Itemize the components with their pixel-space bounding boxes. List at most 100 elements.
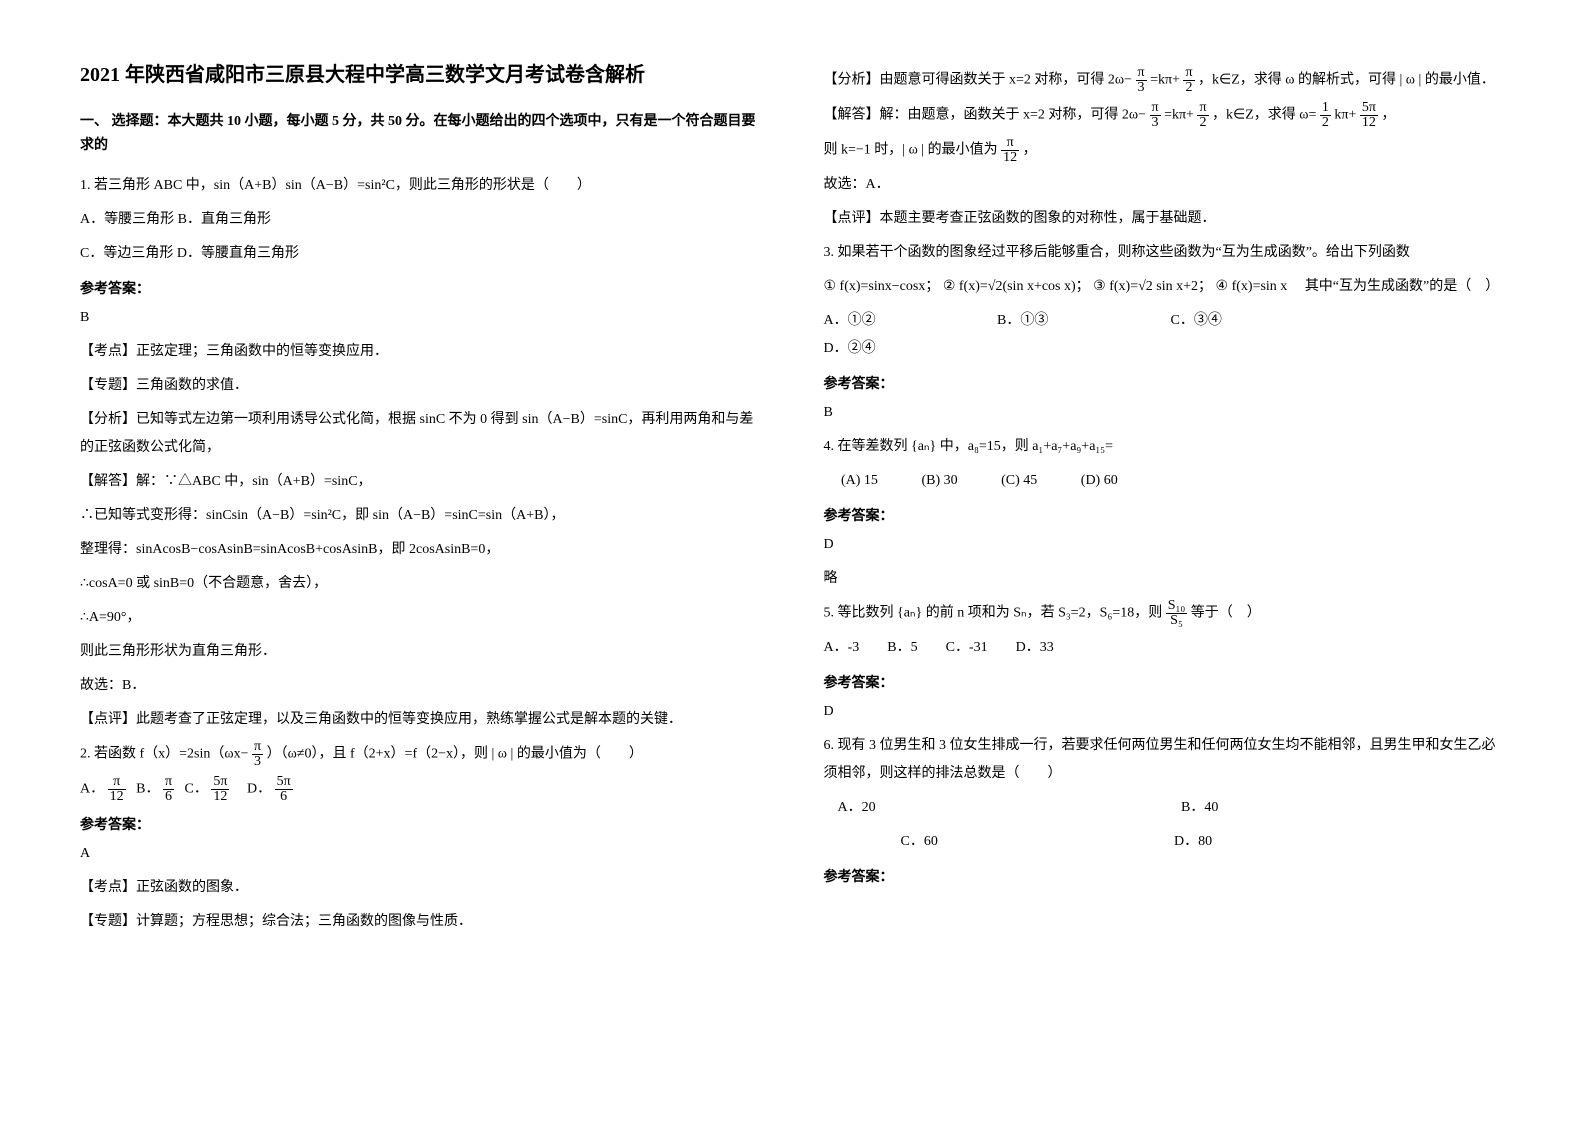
frac-den: 2 [1183,81,1194,95]
q4-opt-b: (B) 30 [921,467,957,495]
frac-num: π [1136,66,1147,81]
q3-f4: ④ f(x)=sin x [1216,279,1288,294]
frac-num: 5π [1360,101,1378,116]
q4-opts: (A) 15 (B) 30 (C) 45 (D) 60 [824,467,1508,495]
q2-l5a: 则 k=−1 时，| ω | 的最小值为 [824,143,998,158]
frac-den: 2 [1197,116,1208,130]
q2-stem-a: 2. 若函数 f（x）=2sin（ωx− [80,746,249,761]
q2-opt-b-frac: π 6 [163,775,174,804]
q2-l4d: kπ+ [1334,108,1356,123]
q3-tail: 其中“互为生成函数”的是（ ） [1305,279,1499,294]
q2-l6: 故选：A． [824,171,1508,199]
q2-opt-a-label: A． [80,781,104,796]
q1-opt-b: B．直角三角形 [178,212,271,227]
q1-ans-label: 参考答案： [80,278,764,298]
q2-opt-a-frac: π 12 [108,775,126,804]
q1-l4: 【解答】解：∵△ABC 中，sin（A+B）=sinC， [80,468,764,496]
q2-ans-label: 参考答案： [80,814,764,834]
frac-num: π [163,775,174,790]
q2-l4e: ， [1381,108,1395,123]
frac-num: π [1150,101,1161,116]
q2-opt-b-label: B． [136,781,159,796]
q5-stem: 5. 等比数列 {aₙ} 的前 n 项和为 Sₙ，若 S₃=2，S₆=18，则 … [824,599,1508,628]
q2-f1: π 3 [1136,66,1147,95]
q4-ans-label: 参考答案： [824,505,1508,525]
q4-opt-a: (A) 15 [841,467,878,495]
q1-l7: ∴cosA=0 或 sinB=0（不合题意，舍去）， [80,570,764,598]
q3-f3: ③ f(x)=√2 sin x+2 [1093,279,1198,294]
frac-num: π [252,740,263,755]
q5-ans: D [824,698,1508,726]
q2-opt-c-label: C． [185,781,208,796]
q3-ans: B [824,399,1508,427]
q1-opts-cd: C．等边三角形 D．等腰直角三角形 [80,240,764,268]
q5-stem-b: 等于（ ） [1191,606,1261,621]
q1-stem: 1. 若三角形 ABC 中，sin（A+B）sin（A−B）=sin²C，则此三… [80,172,764,200]
q2-l2: 【专题】计算题；方程思想；综合法；三角函数的图像与性质． [80,908,764,936]
q1-l5: ∴已知等式变形得：sinCsin（A−B）=sin²C，即 sin（A−B）=s… [80,502,764,530]
q2-l5: 则 k=−1 时，| ω | 的最小值为 π 12 ， [824,136,1508,165]
q1-opt-a: A．等腰三角形 [80,212,174,227]
q2-l4a: 【解答】解：由题意，函数关于 x=2 对称，可得 2ω− [824,108,1147,123]
q4-opt-d: (D) 60 [1081,467,1118,495]
q2-l7: 【点评】本题主要考查正弦函数的图象的对称性，属于基础题． [824,205,1508,233]
q1-l3: 【分析】已知等式左边第一项利用诱导公式化简，根据 sinC 不为 0 得到 si… [80,406,764,462]
q1-l9: 则此三角形形状为直角三角形． [80,638,764,666]
q1-ans: B [80,304,764,332]
frac-den: 3 [1136,81,1147,95]
q5-ans-label: 参考答案： [824,672,1508,692]
q2-l3: 【分析】由题意可得函数关于 x=2 对称，可得 2ω− π 3 =kπ+ π 2… [824,66,1508,95]
frac-den: 3 [252,755,263,769]
q2-l4: 【解答】解：由题意，函数关于 x=2 对称，可得 2ω− π 3 =kπ+ π … [824,101,1508,130]
q1-l2: 【专题】三角函数的求值． [80,372,764,400]
frac-den: 12 [108,790,126,804]
q2-f6: 5π 12 [1360,101,1378,130]
q3-f1: ① f(x)=sinx−cosx [824,279,926,294]
q2-opt-d-label: D． [247,781,271,796]
q3-funcs: ① f(x)=sinx−cosx； ② f(x)=√2(sin x+cos x)… [824,273,1508,301]
q6-opts-ab: A．20 B．40 [824,794,1508,822]
q2-f3: π 3 [1150,101,1161,130]
q5-frac: S₁₀ S₅ [1166,599,1188,628]
q3-ans-label: 参考答案： [824,373,1508,393]
frac-num: 5π [211,775,229,790]
q4-omit: 略 [824,565,1508,593]
q3-f2: ② f(x)=√2(sin x+cos x) [943,279,1076,294]
q2-f7: π 12 [1001,136,1019,165]
q2-frac-pi3: π 3 [252,740,263,769]
frac-num: π [108,775,126,790]
q6-opt-d: D．80 [1174,834,1212,849]
q2-l3c: ，k∈Z，求得 ω 的解析式，可得 | ω | 的最小值． [1198,73,1495,88]
frac-den: 2 [1320,116,1331,130]
section-a-head: 一、 选择题：本大题共 10 小题，每小题 5 分，共 50 分。在每小题给出的… [80,110,764,158]
q5-opts: A．-3 B．5 C．-31 D．33 [824,634,1508,662]
q6-opt-c: C．60 [901,828,1171,856]
q2-l3a: 【分析】由题意可得函数关于 x=2 对称，可得 2ω− [824,73,1133,88]
q2-f5: 1 2 [1320,101,1331,130]
q3-opt-d: D．②④ [824,335,994,363]
q1-l6: 整理得：sinAcosB−cosAsinB=sinAcosB+cosAsinB，… [80,536,764,564]
q3-opts: A．①② B．①③ C．③④ D．②④ [824,307,1508,363]
q2-l5b: ， [1023,143,1037,158]
q4-ans: D [824,531,1508,559]
frac-den: 3 [1150,116,1161,130]
q2-opt-d-frac: 5π 6 [275,775,293,804]
q3-opt-b: B．①③ [997,307,1167,335]
frac-den: S₅ [1166,614,1188,628]
q1-l10: 故选：B． [80,672,764,700]
frac-num: 1 [1320,101,1331,116]
q3-opt-a: A．①② [824,307,994,335]
q2-f4: π 2 [1197,101,1208,130]
q2-stem-b: ）（ω≠0），且 f（2+x）=f（2−x），则 | ω | 的最小值为（ ） [267,746,643,761]
frac-num: π [1183,66,1194,81]
q2-stem: 2. 若函数 f（x）=2sin（ωx− π 3 ）（ω≠0），且 f（2+x）… [80,740,764,769]
frac-den: 12 [1001,151,1019,165]
q1-opt-d: D．等腰直角三角形 [177,246,299,261]
q2-l1: 【考点】正弦函数的图象． [80,874,764,902]
q2-l4b: =kπ+ [1164,108,1194,123]
q1-l11: 【点评】此题考查了正弦定理，以及三角函数中的恒等变换应用，熟练掌握公式是解本题的… [80,706,764,734]
q6-stem: 6. 现有 3 位男生和 3 位女生排成一行，若要求任何两位男生和任何两位女生均… [824,732,1508,788]
q2-l3b: =kπ+ [1150,73,1180,88]
frac-den: 6 [275,790,293,804]
q2-opt-c-frac: 5π 12 [211,775,229,804]
